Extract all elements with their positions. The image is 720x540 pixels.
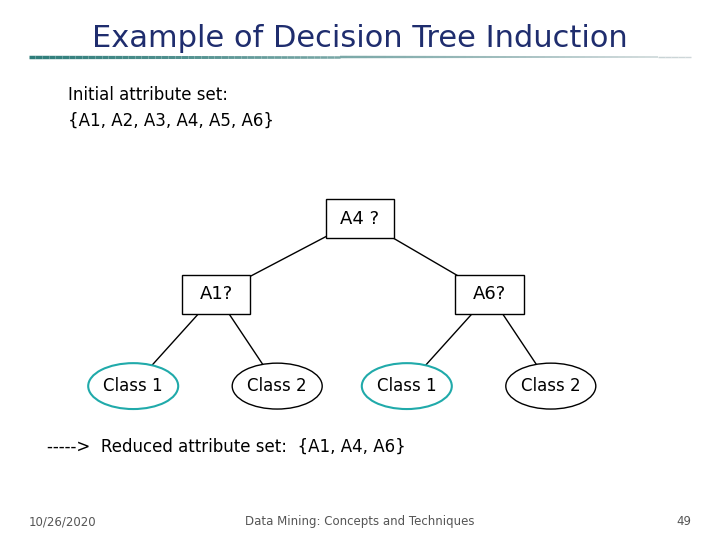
Ellipse shape: [232, 363, 323, 409]
Text: Class 2: Class 2: [521, 377, 580, 395]
Text: ----->  Reduced attribute set:  {A1, A4, A6}: -----> Reduced attribute set: {A1, A4, A…: [47, 437, 405, 455]
Text: Class 1: Class 1: [104, 377, 163, 395]
Text: Initial attribute set:
{A1, A2, A3, A4, A5, A6}: Initial attribute set: {A1, A2, A3, A4, …: [68, 86, 274, 130]
Text: A4 ?: A4 ?: [341, 210, 379, 228]
Text: Data Mining: Concepts and Techniques: Data Mining: Concepts and Techniques: [246, 515, 474, 528]
Text: A6?: A6?: [473, 285, 506, 303]
Ellipse shape: [361, 363, 452, 409]
Text: 10/26/2020: 10/26/2020: [29, 515, 96, 528]
Text: Example of Decision Tree Induction: Example of Decision Tree Induction: [92, 24, 628, 53]
FancyBboxPatch shape: [325, 199, 395, 238]
Text: A1?: A1?: [199, 285, 233, 303]
Ellipse shape: [505, 363, 596, 409]
Ellipse shape: [88, 363, 179, 409]
Text: 49: 49: [676, 515, 691, 528]
FancyBboxPatch shape: [181, 275, 251, 314]
FancyBboxPatch shape: [456, 275, 524, 314]
Text: Class 1: Class 1: [377, 377, 436, 395]
Text: Class 2: Class 2: [248, 377, 307, 395]
